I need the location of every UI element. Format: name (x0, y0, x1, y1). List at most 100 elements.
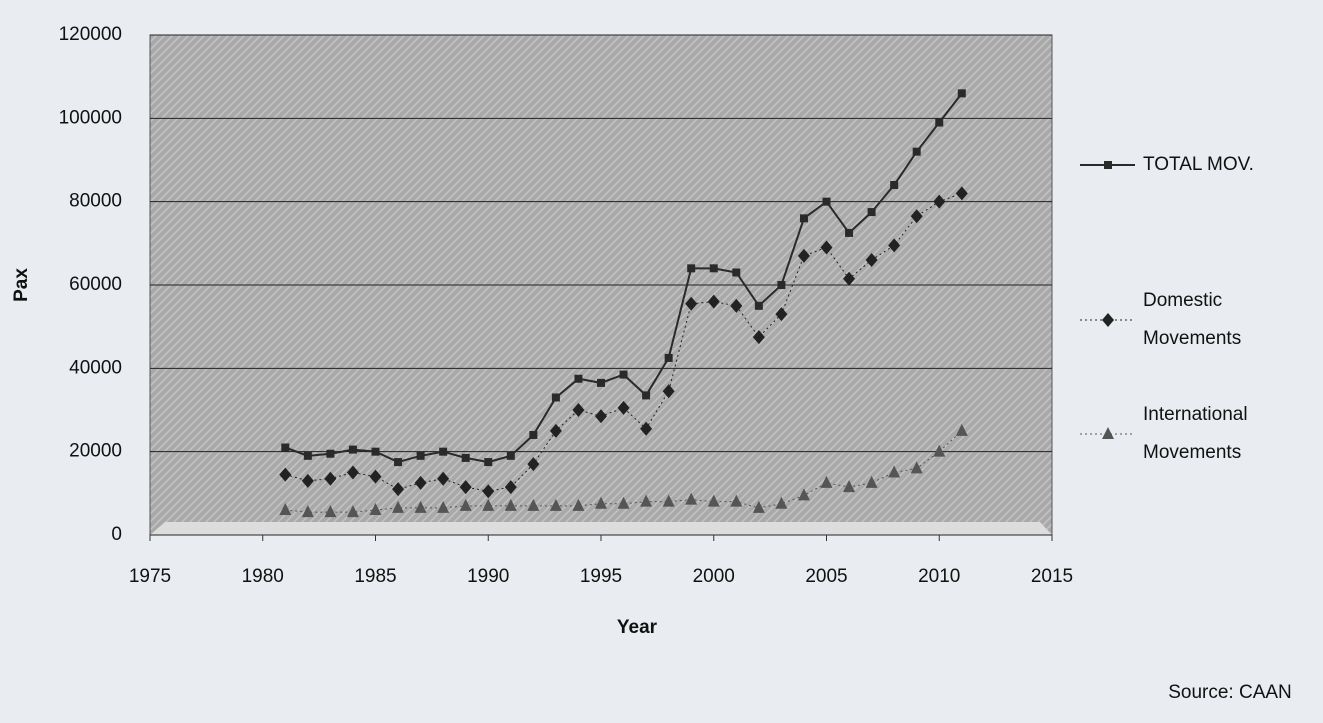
marker (707, 294, 720, 309)
marker (303, 451, 312, 460)
marker (459, 480, 472, 495)
marker (910, 461, 923, 474)
marker (551, 393, 560, 402)
marker (597, 378, 605, 387)
x-tick-label: 2015 (1031, 566, 1073, 587)
marker (754, 301, 763, 310)
marker (529, 431, 538, 439)
source: Source: CAAN (1168, 682, 1292, 703)
marker (348, 445, 357, 454)
plot-floor (150, 522, 1052, 535)
marker (369, 469, 382, 484)
marker (685, 492, 698, 505)
x-tick-label: 2005 (805, 566, 847, 587)
marker (730, 494, 743, 507)
marker (371, 447, 380, 456)
marker (709, 264, 718, 273)
y-tick-label: 20000 (69, 441, 122, 462)
marker (865, 475, 878, 488)
marker (504, 498, 517, 511)
marker (572, 403, 585, 417)
marker (506, 451, 515, 460)
marker (843, 271, 856, 286)
marker (865, 253, 878, 267)
marker (549, 498, 562, 511)
marker (324, 505, 337, 518)
x-tick-label: 1990 (467, 566, 509, 587)
marker (910, 209, 923, 224)
marker (890, 181, 899, 189)
x-tick-label: 1995 (580, 566, 622, 587)
marker (775, 307, 788, 322)
marker (799, 214, 808, 223)
y-tick-label: 120000 (59, 24, 122, 45)
marker (933, 194, 946, 209)
marker (662, 384, 675, 399)
marker (574, 374, 583, 383)
marker (439, 447, 448, 456)
marker (301, 505, 314, 518)
marker (845, 228, 854, 237)
y-tick-label: 0 (111, 524, 122, 545)
marker (595, 496, 607, 509)
y-tick-label: 40000 (69, 357, 122, 378)
marker (279, 467, 292, 482)
marker (572, 498, 585, 511)
y-tick-label: 60000 (69, 274, 122, 295)
marker (820, 240, 833, 255)
marker (888, 465, 901, 478)
marker (642, 391, 651, 400)
marker (346, 465, 359, 480)
marker (617, 400, 630, 415)
marker (912, 147, 921, 156)
x-tick-label: 2010 (918, 566, 960, 587)
marker (797, 248, 810, 263)
marker (822, 197, 831, 206)
marker (595, 409, 607, 424)
legend-label: Domestic Movements (1143, 290, 1242, 349)
marker (685, 296, 698, 311)
y-tick-label: 100000 (59, 107, 122, 128)
marker (820, 475, 833, 488)
legend-marker (1104, 161, 1112, 169)
marker (482, 498, 495, 511)
marker (281, 443, 290, 452)
y-axis-label: Pax (11, 268, 32, 302)
marker (955, 186, 968, 201)
marker (326, 449, 335, 458)
marker (416, 451, 425, 460)
marker (730, 298, 743, 313)
marker (664, 353, 673, 362)
legend-label: TOTAL MOV. (1143, 154, 1254, 175)
marker (527, 457, 540, 472)
marker (461, 453, 470, 462)
marker (843, 480, 856, 493)
marker (955, 423, 968, 436)
marker (414, 475, 427, 490)
y-tick-label: 80000 (69, 191, 122, 212)
marker (732, 268, 741, 277)
marker (301, 473, 314, 488)
marker (662, 494, 675, 507)
marker (279, 503, 292, 515)
x-tick-label: 2000 (693, 566, 735, 587)
marker (752, 330, 765, 345)
marker (797, 488, 810, 501)
x-tick-label: 1985 (354, 566, 396, 587)
marker (369, 503, 382, 515)
marker (619, 370, 628, 379)
marker (549, 423, 562, 438)
marker (437, 500, 450, 513)
marker (707, 494, 720, 507)
legend-marker (1102, 427, 1114, 439)
marker (617, 496, 630, 509)
marker (777, 281, 786, 289)
x-tick-label: 1975 (129, 566, 171, 587)
marker (640, 494, 653, 507)
marker (957, 89, 966, 98)
x-tick-label: 1980 (242, 566, 284, 587)
marker (867, 208, 876, 217)
x-axis-label: Year (617, 617, 658, 638)
marker (484, 458, 493, 467)
